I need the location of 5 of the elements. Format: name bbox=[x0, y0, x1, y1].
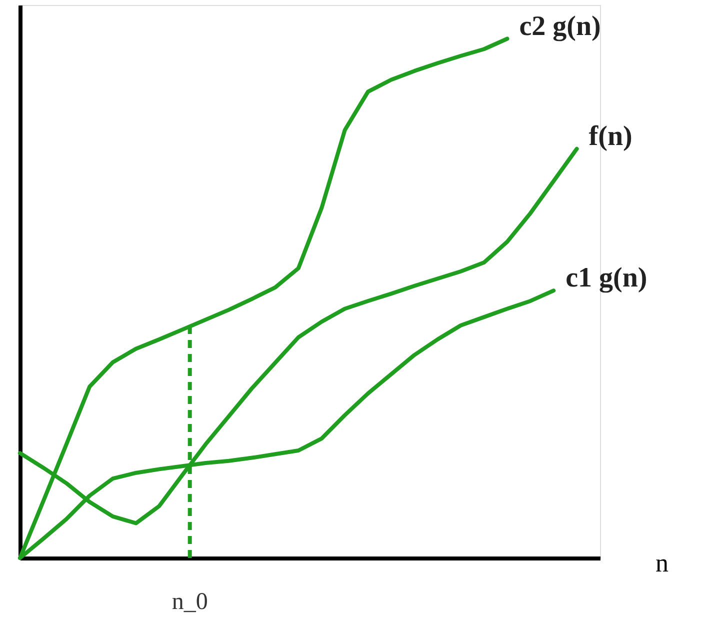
series-label: f(n) bbox=[588, 120, 632, 152]
series-label: c1 g(n) bbox=[566, 262, 648, 294]
text: n_0 bbox=[172, 589, 208, 615]
x-axis-title: n bbox=[656, 548, 668, 578]
series-label: c2 g(n) bbox=[519, 10, 601, 42]
